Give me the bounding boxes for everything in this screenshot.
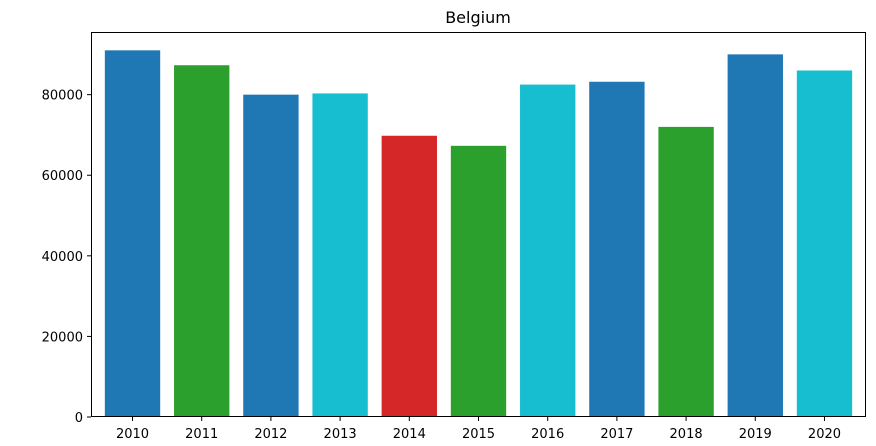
bar-2017 xyxy=(589,81,645,417)
x-tick-label-2014: 2014 xyxy=(393,427,426,442)
chart-title: Belgium xyxy=(445,8,511,27)
x-tick-label-2019: 2019 xyxy=(739,427,772,442)
bar-2019 xyxy=(727,54,783,417)
bars-group xyxy=(104,50,853,418)
y-tick-label-80000: 80000 xyxy=(42,89,83,104)
bar-2013 xyxy=(312,93,368,417)
bar-2011 xyxy=(174,65,230,417)
bar-2012 xyxy=(243,94,299,418)
x-tick-label-2020: 2020 xyxy=(808,427,841,442)
y-axis: 0 20000 40000 60000 80000 xyxy=(42,89,91,426)
x-tick-label-2010: 2010 xyxy=(116,427,149,442)
y-tick-label-0: 0 xyxy=(75,411,83,426)
x-tick-label-2013: 2013 xyxy=(324,427,357,442)
y-tick-label-40000: 40000 xyxy=(42,250,83,265)
y-tick-label-60000: 60000 xyxy=(42,169,83,184)
x-tick-label-2017: 2017 xyxy=(600,427,633,442)
plot-frame xyxy=(91,32,866,417)
bar-2018 xyxy=(658,126,714,417)
bar-2014 xyxy=(381,135,437,417)
x-tick-label-2012: 2012 xyxy=(254,427,287,442)
x-tick-label-2011: 2011 xyxy=(185,427,218,442)
y-tick-label-20000: 20000 xyxy=(42,330,83,345)
bar-2015 xyxy=(450,145,507,418)
x-tick-label-2018: 2018 xyxy=(670,427,703,442)
x-tick-label-2016: 2016 xyxy=(531,427,564,442)
bar-2020 xyxy=(796,70,853,417)
bar-2010 xyxy=(104,50,161,417)
bar-2016 xyxy=(520,84,576,417)
x-tick-label-2015: 2015 xyxy=(462,427,495,442)
x-axis: 2010 2011 2012 2013 2014 2015 2016 2017 2018 2019… xyxy=(116,417,841,442)
